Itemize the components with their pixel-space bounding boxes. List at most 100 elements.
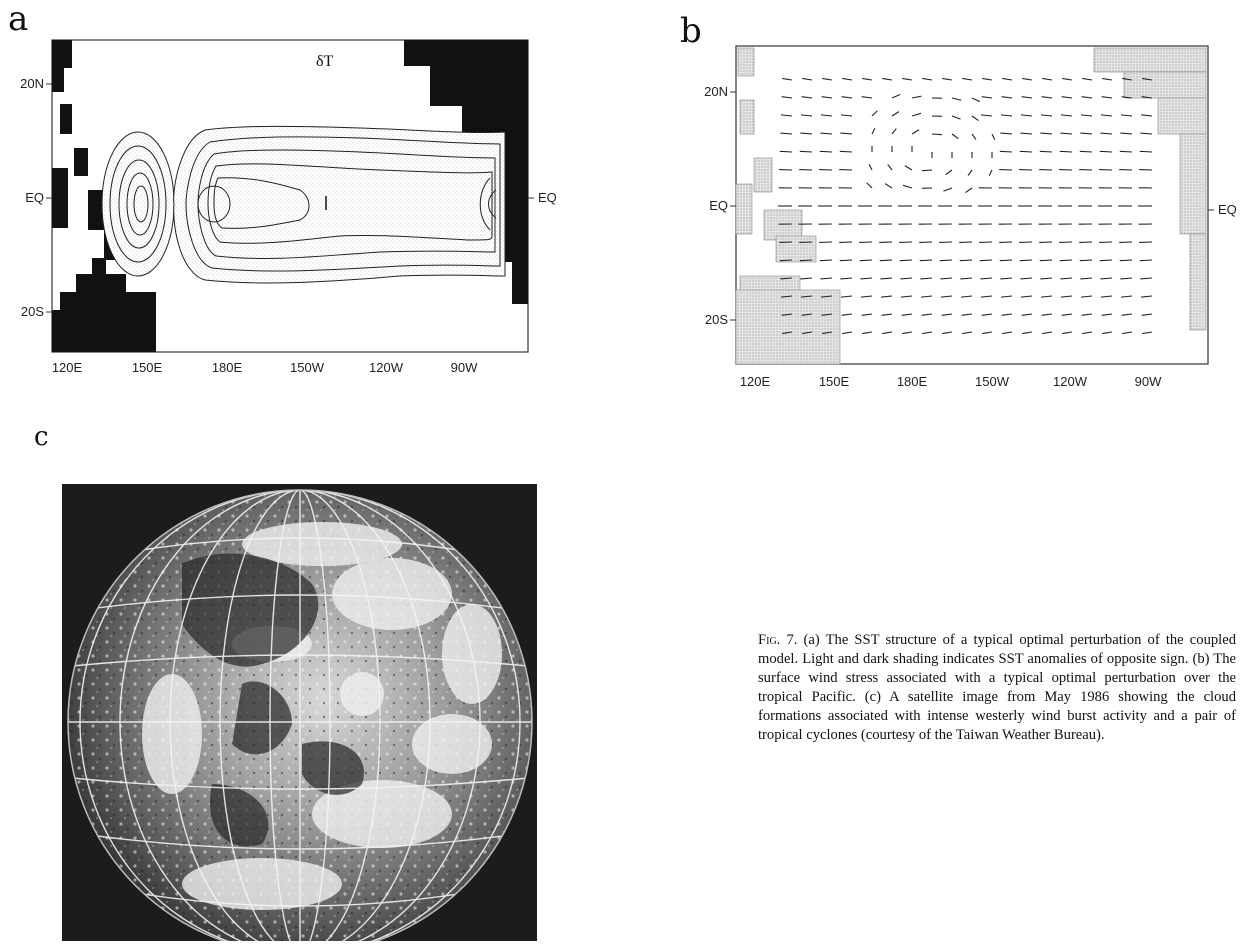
panel-b-x-axis: 120E 150E 180E 150W 120W 90W	[740, 374, 1162, 389]
panel-b-letter: b	[680, 11, 702, 51]
wind-vector	[1000, 132, 1013, 135]
wind-vector	[879, 259, 893, 262]
panel-c-graticule	[68, 490, 532, 941]
wind-vector	[1040, 295, 1053, 298]
wind-vector	[1141, 96, 1153, 99]
panel-a-contours-central	[173, 125, 506, 284]
panel-b-ytick-20n: 20N	[704, 84, 728, 99]
wind-vector	[1059, 259, 1073, 262]
wind-vector	[941, 313, 953, 316]
wind-vector	[800, 114, 813, 117]
panel-a-xtick-120e: 120E	[52, 360, 83, 375]
wind-vector	[901, 313, 913, 316]
wind-vector	[868, 164, 873, 171]
wind-vector	[821, 96, 833, 99]
wind-vector	[839, 259, 853, 262]
wind-vector	[1100, 277, 1113, 280]
wind-vector	[871, 110, 878, 117]
wind-vector	[1101, 96, 1113, 99]
wind-vector	[1060, 114, 1073, 117]
panel-a-contours-west	[101, 131, 175, 277]
wind-vector	[1082, 331, 1093, 335]
panel-b-xtick-150w: 150W	[975, 374, 1010, 389]
wind-vector	[801, 313, 813, 316]
wind-vector	[899, 259, 913, 262]
wind-vector	[820, 277, 833, 280]
panel-c-clouds	[142, 522, 502, 910]
wind-vector	[1080, 295, 1093, 298]
wind-vector	[1041, 96, 1053, 99]
wind-vector	[919, 259, 933, 262]
wind-vector	[1121, 96, 1133, 99]
wind-vector	[800, 277, 813, 280]
wind-vector	[1040, 132, 1053, 135]
wind-vector	[965, 187, 973, 194]
wind-vector	[1100, 295, 1113, 298]
wind-vector	[911, 95, 922, 99]
wind-vector	[1040, 114, 1053, 117]
panel-b-xtick-90w: 90W	[1135, 374, 1162, 389]
panel-b-xtick-150e: 150E	[819, 374, 850, 389]
wind-vector	[942, 331, 953, 335]
wind-vector	[1100, 132, 1113, 135]
wind-vector	[902, 77, 913, 81]
wind-vector	[1000, 295, 1013, 298]
wind-vector	[1062, 77, 1073, 81]
caption-fig-label: Fig.	[758, 632, 781, 648]
wind-vector	[931, 133, 942, 136]
wind-vector	[980, 295, 993, 298]
wind-vector	[1040, 277, 1053, 280]
wind-vector	[1000, 277, 1013, 280]
wind-vector	[902, 331, 913, 335]
wind-vector	[942, 77, 953, 81]
wind-vector	[861, 96, 873, 99]
wind-vector	[971, 115, 979, 122]
panel-a-y-axis: 20N EQ 20S EQ	[20, 76, 557, 319]
wind-vector	[801, 96, 813, 99]
wind-vector	[1080, 277, 1093, 280]
wind-vector	[1002, 77, 1013, 81]
wind-vector	[1060, 132, 1073, 135]
wind-vector	[982, 77, 993, 81]
wind-vector	[1102, 77, 1113, 81]
wind-vector	[940, 295, 953, 298]
wind-vector	[1061, 313, 1073, 316]
wind-vector	[900, 277, 913, 280]
wind-vector	[859, 259, 873, 262]
wind-vector	[880, 295, 893, 298]
wind-vector	[820, 132, 833, 135]
wind-vector	[960, 277, 973, 280]
panel-a-letter: a	[8, 0, 29, 39]
wind-vector	[1120, 295, 1133, 298]
wind-vector	[1080, 114, 1093, 117]
wind-vector	[951, 133, 959, 140]
wind-vector	[1139, 150, 1153, 153]
wind-vector	[967, 169, 973, 176]
wind-vector	[1002, 331, 1013, 335]
wind-vector	[882, 331, 893, 335]
wind-vector	[862, 77, 873, 81]
wind-vector	[921, 313, 933, 316]
panel-b-ytick-eq: EQ	[709, 198, 728, 213]
wind-vector	[1060, 295, 1073, 298]
wind-vector	[940, 277, 953, 280]
wind-vector	[1021, 96, 1033, 99]
wind-vector	[780, 132, 793, 135]
wind-vector	[861, 313, 873, 316]
wind-vector	[1080, 132, 1093, 135]
wind-vector	[1039, 259, 1053, 262]
wind-vector	[1122, 331, 1133, 335]
wind-vector	[882, 77, 893, 81]
wind-vector	[1060, 277, 1073, 280]
wind-vector	[891, 94, 901, 99]
wind-vector	[911, 112, 922, 117]
wind-vector	[960, 295, 973, 298]
wind-vector	[1022, 331, 1033, 335]
panel-a-ytick-20n: 20N	[20, 76, 44, 91]
wind-vector	[971, 133, 977, 140]
wind-vector	[1001, 96, 1013, 99]
wind-vector	[1062, 331, 1073, 335]
wind-vector	[961, 313, 973, 316]
panel-a-xtick-150e: 150E	[132, 360, 163, 375]
panel-a-xtick-150w: 150W	[290, 360, 325, 375]
